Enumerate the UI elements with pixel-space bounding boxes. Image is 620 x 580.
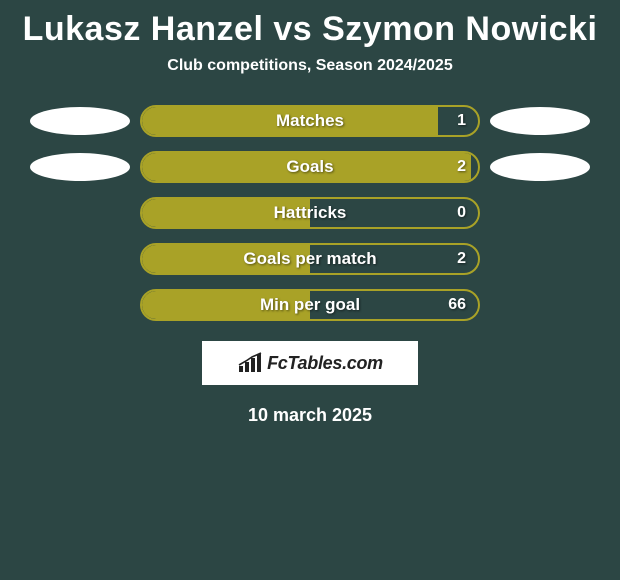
player-right-marker bbox=[490, 153, 590, 181]
stat-bar: Matches1 bbox=[140, 105, 480, 137]
stat-value: 66 bbox=[448, 291, 466, 319]
stat-label: Matches bbox=[142, 107, 478, 135]
stat-label: Min per goal bbox=[142, 291, 478, 319]
brand-text: FcTables.com bbox=[267, 353, 383, 374]
comparison-infographic: Lukasz Hanzel vs Szymon Nowicki Club com… bbox=[0, 0, 620, 426]
left-side bbox=[20, 107, 140, 135]
right-side bbox=[480, 153, 600, 181]
stat-row: Goals2 bbox=[0, 151, 620, 183]
stat-value: 1 bbox=[457, 107, 466, 135]
stat-row: Goals per match2 bbox=[0, 243, 620, 275]
stat-row: Matches1 bbox=[0, 105, 620, 137]
stats-rows: Matches1Goals2Hattricks0Goals per match2… bbox=[0, 105, 620, 321]
date-text: 10 march 2025 bbox=[0, 399, 620, 426]
stat-value: 2 bbox=[457, 153, 466, 181]
stat-label: Goals per match bbox=[142, 245, 478, 273]
stat-row: Min per goal66 bbox=[0, 289, 620, 321]
stat-value: 2 bbox=[457, 245, 466, 273]
player-left-marker bbox=[30, 107, 130, 135]
stat-row: Hattricks0 bbox=[0, 197, 620, 229]
page-subtitle: Club competitions, Season 2024/2025 bbox=[0, 57, 620, 105]
brand-badge: FcTables.com bbox=[202, 341, 418, 385]
stat-bar: Min per goal66 bbox=[140, 289, 480, 321]
bars-icon bbox=[237, 352, 263, 374]
stat-bar: Goals per match2 bbox=[140, 243, 480, 275]
stat-bar: Hattricks0 bbox=[140, 197, 480, 229]
left-side bbox=[20, 153, 140, 181]
right-side bbox=[480, 107, 600, 135]
stat-label: Goals bbox=[142, 153, 478, 181]
stat-label: Hattricks bbox=[142, 199, 478, 227]
stat-value: 0 bbox=[457, 199, 466, 227]
player-left-marker bbox=[30, 153, 130, 181]
player-right-marker bbox=[490, 107, 590, 135]
page-title: Lukasz Hanzel vs Szymon Nowicki bbox=[0, 4, 620, 57]
stat-bar: Goals2 bbox=[140, 151, 480, 183]
